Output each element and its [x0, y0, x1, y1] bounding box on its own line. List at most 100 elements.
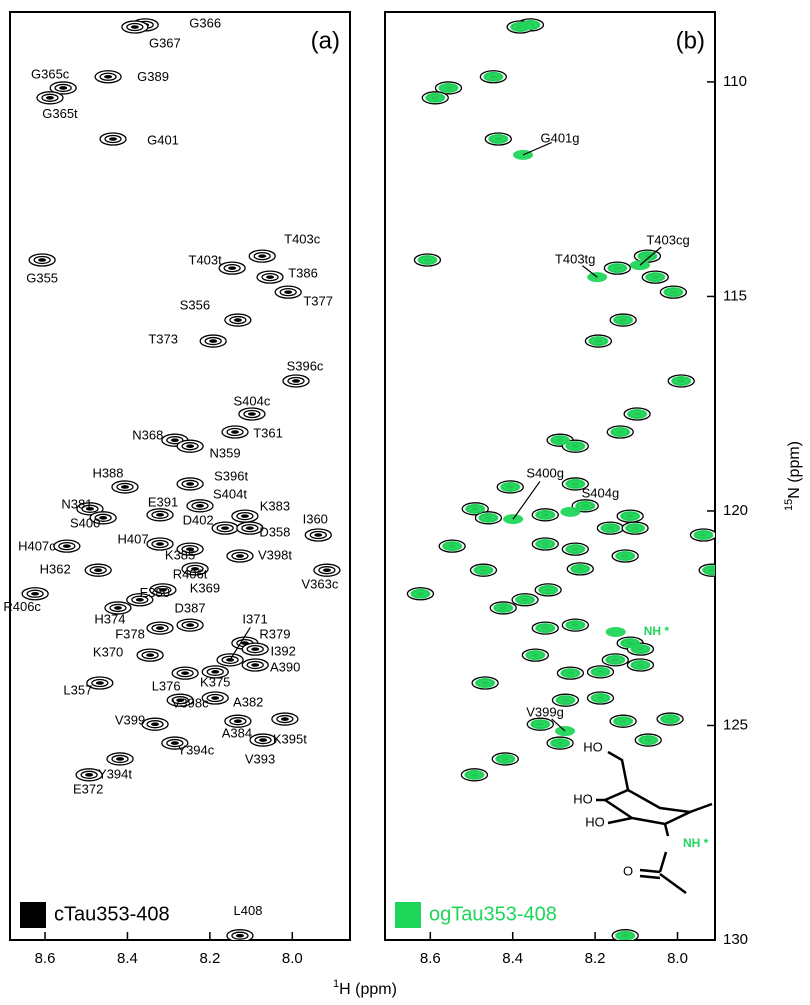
peak-label: H388: [92, 465, 123, 480]
peak-overlay: [500, 481, 521, 492]
bond: [663, 823, 670, 837]
peak-label: G401g: [540, 130, 579, 145]
structure-label: HO: [585, 814, 605, 829]
peak-overlay: [590, 693, 611, 704]
peak-label: V398t: [258, 547, 292, 562]
y-tick-label: 120: [723, 502, 748, 519]
peak-center: [85, 507, 94, 511]
peak-label: NH *: [644, 624, 670, 638]
peak-label: T403c: [284, 232, 321, 247]
y-title-sup: 15: [783, 499, 795, 511]
peak-core: [154, 585, 172, 595]
peak-core: [89, 566, 107, 575]
x-tick-label: 8.6: [420, 950, 441, 967]
peak-overlay: [638, 735, 659, 746]
peak-center: [176, 698, 185, 702]
peak-label: Y394t: [98, 766, 132, 781]
peak-overlay: [493, 602, 514, 613]
peak-core: [94, 513, 112, 522]
peak-center: [170, 438, 179, 442]
peaks: [406, 18, 715, 940]
peak-label: V363c: [301, 577, 338, 592]
peak-overlay: [615, 551, 636, 562]
peak-overlay: [417, 254, 438, 265]
peak-core: [146, 720, 164, 729]
peak-label: H407: [117, 531, 148, 546]
peaks: [21, 18, 341, 940]
peak-overlay: [515, 594, 536, 605]
peak-core: [276, 714, 294, 724]
peak-core: [126, 22, 144, 32]
peak-label: D358: [259, 525, 290, 540]
bond: [639, 868, 661, 874]
peak-overlay: [702, 565, 715, 576]
peak-core: [166, 738, 184, 748]
x-tick-label: 8.4: [502, 950, 523, 967]
peak-overlay: [627, 409, 648, 420]
peak-label: E372: [73, 781, 103, 796]
peak-overlay: [550, 435, 571, 446]
plot-frame: [9, 11, 351, 941]
peak-center: [120, 485, 129, 489]
peak-center: [266, 275, 275, 279]
bond: [607, 816, 633, 825]
peak-core: [226, 427, 244, 437]
peak-label: S404t: [213, 486, 247, 501]
peak-overlay: [560, 506, 581, 517]
peak-core: [151, 539, 169, 549]
panel-label: (a): [311, 27, 340, 54]
peak-core: [236, 511, 254, 521]
peak-core: [231, 551, 249, 561]
peak-label: R379: [259, 627, 290, 642]
peak-label: S396c: [287, 358, 324, 373]
peak-center: [186, 547, 195, 551]
peak-label: N368: [132, 428, 163, 443]
peak-label: G365c: [31, 66, 70, 81]
peak-core: [151, 623, 169, 633]
structure-label: HO: [573, 791, 593, 806]
peak-core: [318, 566, 336, 575]
peak-center: [240, 514, 249, 518]
peak-center: [109, 137, 118, 141]
bond: [689, 802, 713, 814]
peak-center: [156, 513, 165, 517]
peak-label: G365t: [42, 106, 78, 121]
peak-core: [246, 660, 264, 670]
peak-label: S400g: [526, 466, 564, 481]
peak-label: G389: [137, 69, 169, 84]
peak-overlay: [530, 719, 551, 730]
peak-overlay: [565, 478, 586, 489]
peak-label: E380: [140, 585, 170, 600]
peak-center: [251, 663, 260, 667]
peak-center: [45, 96, 54, 100]
peak-center: [258, 254, 267, 258]
peak-label: T403t: [189, 253, 223, 268]
peak-center: [38, 258, 47, 262]
peak-center: [186, 444, 195, 448]
peak-core: [104, 134, 122, 144]
legend-label: ogTau353-408: [429, 903, 557, 925]
peak-center: [146, 653, 155, 657]
peak-overlay: [478, 512, 499, 523]
peak-label: L408: [234, 903, 263, 918]
peak-core: [111, 754, 129, 764]
peak-core: [181, 620, 199, 630]
peak-core: [33, 255, 51, 265]
peak-core: [166, 436, 184, 445]
peak-center: [235, 933, 244, 938]
peak-core: [204, 336, 222, 346]
peak-overlay: [570, 563, 591, 574]
peak-core: [216, 523, 234, 533]
x-title-sup: 1: [333, 978, 339, 990]
peak-overlay: [425, 92, 446, 103]
structure-label: O: [623, 863, 633, 878]
peak-overlay: [615, 930, 636, 940]
x-axis-title: 1H (ppm): [333, 978, 397, 998]
peak-center: [95, 681, 104, 685]
peak-center: [322, 568, 331, 572]
peak-overlay: [565, 441, 586, 452]
peak-center: [228, 266, 237, 270]
peak-overlay: [600, 523, 621, 534]
peak-core: [254, 735, 272, 745]
